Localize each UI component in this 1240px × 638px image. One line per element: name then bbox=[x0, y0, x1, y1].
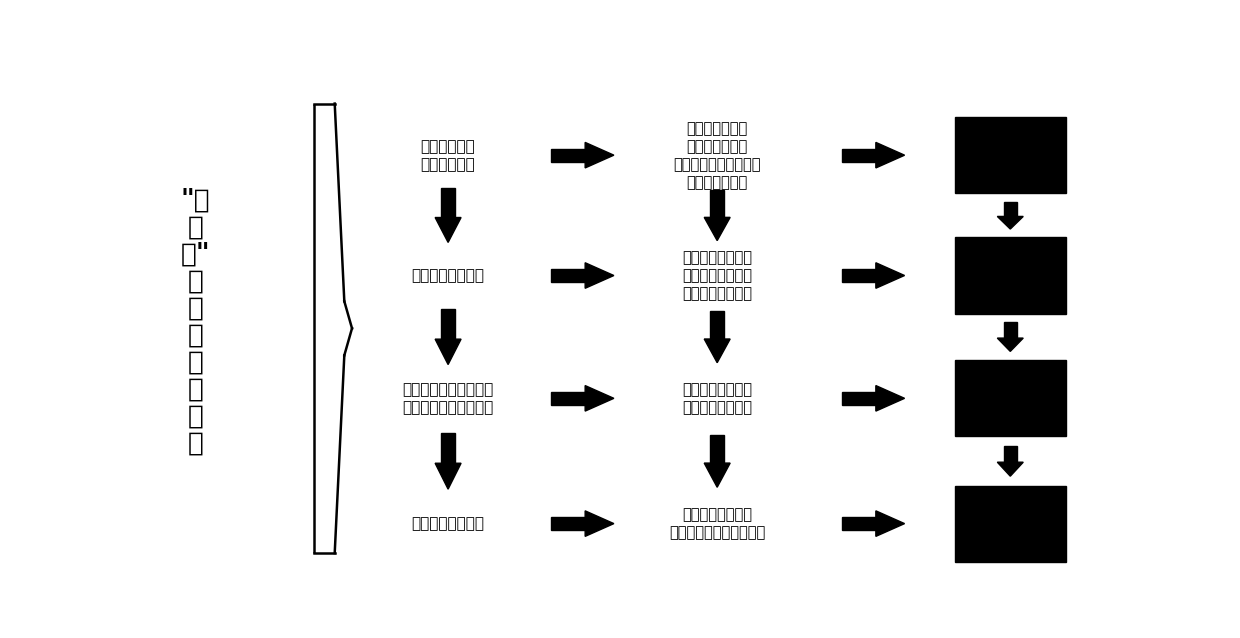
Bar bbox=[955, 486, 1065, 561]
Polygon shape bbox=[842, 517, 875, 530]
Polygon shape bbox=[842, 269, 875, 282]
Polygon shape bbox=[552, 517, 585, 530]
Text: 圈定热液活动范围
圈定重点找矿靶区: 圈定热液活动范围 圈定重点找矿靶区 bbox=[682, 382, 753, 415]
Bar bbox=[955, 117, 1065, 193]
Polygon shape bbox=[711, 434, 724, 463]
Text: 总结构造控矿规律
总结矿体定位规律
圈定有利找矿区段: 总结构造控矿规律 总结矿体定位规律 圈定有利找矿区段 bbox=[682, 250, 753, 301]
Polygon shape bbox=[585, 142, 614, 168]
Text: 大比例尺物探勘查: 大比例尺物探勘查 bbox=[412, 516, 485, 531]
Text: "四
步
式"
隐
伏
矿
定
位
预
测: "四 步 式" 隐 伏 矿 定 位 预 测 bbox=[181, 188, 210, 457]
Polygon shape bbox=[704, 218, 730, 241]
Bar bbox=[955, 360, 1065, 436]
Polygon shape bbox=[842, 392, 875, 405]
Polygon shape bbox=[441, 309, 455, 339]
Polygon shape bbox=[1003, 202, 1017, 216]
Polygon shape bbox=[441, 188, 455, 218]
Polygon shape bbox=[585, 385, 614, 411]
Polygon shape bbox=[842, 149, 875, 162]
Polygon shape bbox=[997, 462, 1023, 476]
Polygon shape bbox=[435, 339, 461, 364]
Polygon shape bbox=[875, 142, 905, 168]
Polygon shape bbox=[875, 511, 905, 537]
Text: 指出成矿地质体
履定成矿结构面
揭示流体成矿作用标志
提出找矿远景区: 指出成矿地质体 履定成矿结构面 揭示流体成矿作用标志 提出找矿远景区 bbox=[673, 121, 761, 189]
Text: 大比例尺蛀变岩相填图
构造地球化学精细勘查: 大比例尺蛀变岩相填图 构造地球化学精细勘查 bbox=[403, 382, 494, 415]
Polygon shape bbox=[585, 263, 614, 288]
Polygon shape bbox=[704, 463, 730, 487]
Polygon shape bbox=[875, 263, 905, 288]
Polygon shape bbox=[1003, 446, 1017, 462]
Polygon shape bbox=[997, 338, 1023, 352]
Polygon shape bbox=[704, 339, 730, 363]
Bar bbox=[955, 237, 1065, 314]
Polygon shape bbox=[711, 311, 724, 339]
Polygon shape bbox=[585, 511, 614, 537]
Polygon shape bbox=[552, 149, 585, 162]
Polygon shape bbox=[997, 216, 1023, 229]
Text: 重点找矿靶区优选
隐伏矿体产状和埋深探测: 重点找矿靶区优选 隐伏矿体产状和埋深探测 bbox=[670, 507, 765, 540]
Polygon shape bbox=[552, 392, 585, 405]
Text: 成矿构造精细解析: 成矿构造精细解析 bbox=[412, 268, 485, 283]
Polygon shape bbox=[435, 463, 461, 489]
Polygon shape bbox=[1003, 322, 1017, 338]
Polygon shape bbox=[552, 269, 585, 282]
Polygon shape bbox=[875, 385, 905, 411]
Polygon shape bbox=[435, 218, 461, 242]
Polygon shape bbox=[441, 433, 455, 463]
Polygon shape bbox=[711, 190, 724, 218]
Text: 矿床成矿规律
矿床成矿模型: 矿床成矿规律 矿床成矿模型 bbox=[420, 138, 475, 172]
